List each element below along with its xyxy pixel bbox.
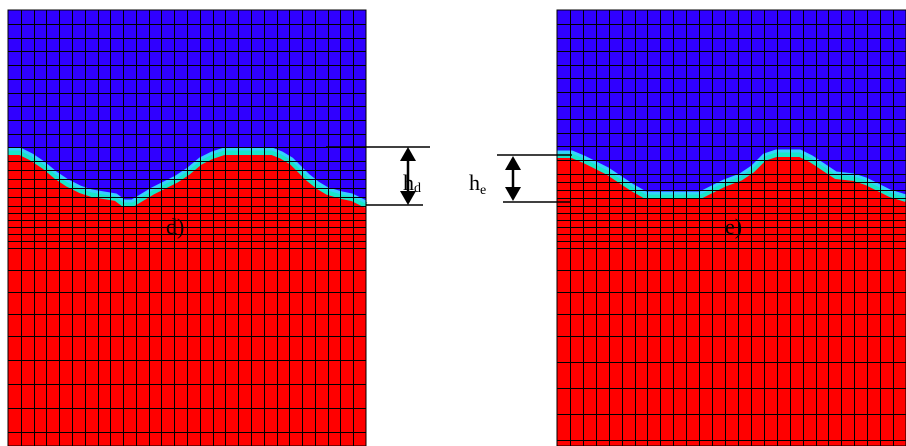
panel-d-label: d)	[166, 214, 184, 239]
panel-e-grid	[557, 10, 906, 446]
panel-e-interface-inner	[557, 149, 906, 198]
panel-e-height-annotation: he	[469, 154, 572, 203]
panel-d-border	[7, 9, 367, 446]
panel-d-height-label: hd	[403, 170, 421, 196]
panel-e-height-label: he	[469, 170, 486, 198]
panel-d-grid	[8, 10, 366, 446]
panel-e-border	[556, 9, 906, 446]
panel-e-arrow-down-icon	[505, 187, 521, 201]
panel-e-arrow-up-icon	[505, 156, 521, 170]
panel-e-label: e)	[725, 214, 742, 239]
panel-d-arrow-up-icon	[400, 147, 416, 161]
panel-d: d)	[7, 9, 368, 446]
panel-e: e)	[556, 9, 906, 446]
panel-d-height-annotation: hd	[326, 146, 430, 206]
panel-d-arrow-down-icon	[400, 191, 416, 205]
